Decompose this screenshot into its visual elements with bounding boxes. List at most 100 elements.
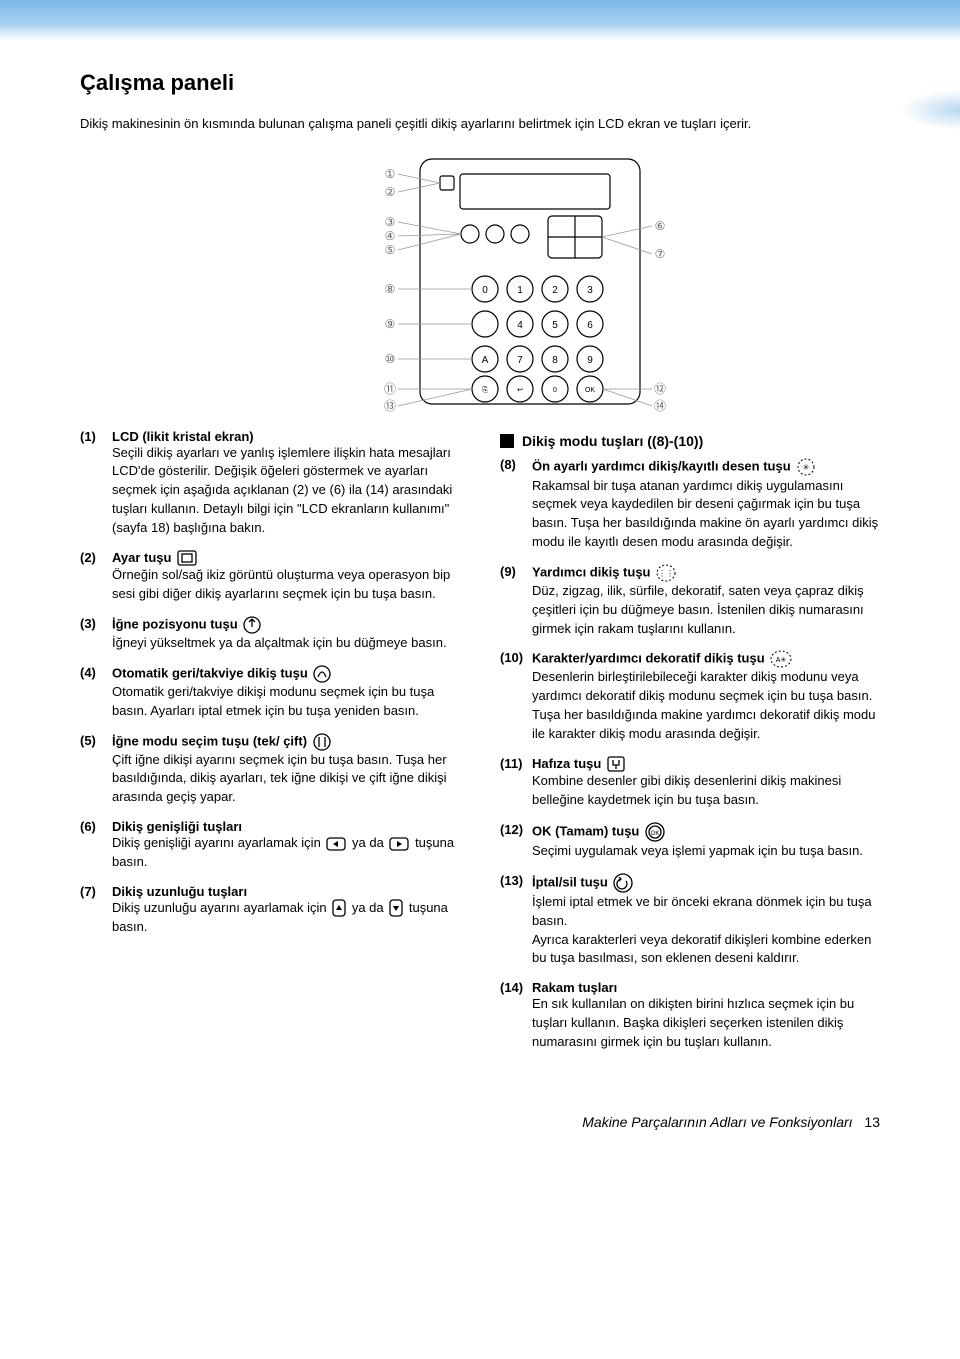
svg-text:⋮⋮: ⋮⋮ [658, 569, 674, 578]
entry-label-wrap: İğne pozisyonu tuşu [112, 616, 263, 634]
left-column: (1) LCD (likit kristal ekran)Seçili dikiş… [80, 429, 460, 1064]
svg-text:⎘: ⎘ [482, 386, 488, 394]
definition-entry: (6)Dikiş genişliği tuşlarıDikiş genişliğ… [80, 819, 460, 872]
entry-heading: (7) Dikiş uzunluğu tuşları [80, 884, 460, 899]
entry-label-wrap: Dikiş uzunluğu tuşları [112, 884, 247, 899]
definition-entry: (10) Karakter/yardımcı dekoratif dikiş tu… [500, 650, 880, 743]
definition-entry: (8) Ön ayarlı yardımcı dikiş/kayıtlı dese… [500, 457, 880, 552]
entry-number: (11) [500, 756, 526, 771]
svg-text:3: 3 [587, 285, 593, 296]
svg-text:⑧: ⑧ [385, 282, 396, 296]
right-section-header: Dikiş modu tuşları ((8)-(10)) [500, 433, 880, 449]
ok-icon: OK [643, 823, 667, 838]
entry-description: Dikiş uzunluğu ayarını ayarlamak için ya… [112, 899, 460, 937]
entry-label-wrap: İptal/sil tuşu [532, 873, 635, 893]
entry-label-wrap: OK (Tamam) tuşu OK [532, 822, 667, 842]
definition-entry: (11) Hafıza tuşu Kombine desenler gibi di… [500, 756, 880, 810]
entry-heading: (3)İğne pozisyonu tuşu [80, 616, 460, 634]
entry-label: İptal/sil tuşu [532, 874, 608, 889]
definition-entry: (7) Dikiş uzunluğu tuşlarıDikiş uzunluğu … [80, 884, 460, 937]
svg-text:0: 0 [553, 387, 557, 394]
entry-label: OK (Tamam) tuşu [532, 823, 639, 838]
arrow-left-icon [324, 835, 348, 850]
entry-label-wrap: Rakam tuşları [532, 980, 617, 995]
page-footer: Makine Parçalarının Adları ve Fonksiyonl… [0, 1104, 960, 1150]
reinforce-icon [311, 665, 333, 680]
entry-number: (12) [500, 822, 526, 837]
entry-heading: (11) Hafıza tuşu [500, 756, 880, 773]
entry-label-wrap: Yardımcı dikiş tuşu ⋮⋮ [532, 564, 678, 582]
right-column: Dikiş modu tuşları ((8)-(10)) (8) Ön ayarl… [500, 429, 880, 1064]
entry-description: İğneyi yükseltmek ya da alçaltmak için b… [112, 634, 460, 653]
entry-description: Otomatik geri/takviye dikişi modunu seçm… [112, 683, 460, 721]
definition-entry: (12)OK (Tamam) tuşu OKSeçimi uygulamak v… [500, 822, 880, 861]
character-icon: A✳ [768, 651, 794, 666]
entry-number: (14) [500, 980, 526, 995]
entry-number: (8) [500, 457, 526, 472]
definition-entry: (2) Ayar tuşu Örneğin sol/sağ ikiz görünt… [80, 550, 460, 604]
entry-number: (2) [80, 550, 106, 565]
entry-heading: (2) Ayar tuşu [80, 550, 460, 567]
entry-label-wrap: Ön ayarlı yardımcı dikiş/kayıtlı desen t… [532, 457, 818, 477]
entry-description: Örneğin sol/sağ ikiz görüntü oluşturma v… [112, 566, 460, 604]
entry-heading: (6)Dikiş genişliği tuşları [80, 819, 460, 834]
panel-diagram: 0123456A789⎘↩0OK①②③④⑤⑧⑨⑩⑪⑬⑥⑦⑫⑭ [280, 154, 680, 414]
entry-description: Seçili dikiş ayarları ve yanlış işlemler… [112, 444, 460, 538]
entry-heading: (8) Ön ayarlı yardımcı dikiş/kayıtlı dese… [500, 457, 880, 477]
svg-text:A: A [482, 355, 489, 366]
entry-label: Dikiş genişliği tuşları [112, 819, 242, 834]
entry-label-wrap: Dikiş genişliği tuşları [112, 819, 242, 834]
entry-number: (5) [80, 733, 106, 748]
page-title: Çalışma paneli [80, 70, 880, 96]
entry-label: İğne pozisyonu tuşu [112, 616, 238, 631]
intro-text: Dikiş makinesinin ön kısmında bulunan ça… [80, 114, 880, 134]
svg-text:⑬: ⑬ [384, 399, 396, 413]
entry-label-wrap: Ayar tuşu [112, 550, 199, 567]
svg-text:⑭: ⑭ [654, 399, 666, 413]
entry-description: En sık kullanılan on dikişten birini hız… [532, 995, 880, 1052]
svg-text:⑤: ⑤ [385, 243, 396, 257]
settings-rect-icon [175, 550, 199, 565]
definition-entry: (14) Rakam tuşlarıEn sık kullanılan on di… [500, 980, 880, 1052]
page-number: 13 [864, 1114, 880, 1130]
entry-number: (1) [80, 429, 106, 444]
svg-text:2: 2 [552, 285, 558, 296]
entry-label-wrap: Karakter/yardımcı dekoratif dikiş tuşu A… [532, 650, 794, 668]
svg-text:①: ① [385, 167, 396, 181]
svg-text:↩: ↩ [517, 387, 523, 394]
definition-entry: (9)Yardımcı dikiş tuşu ⋮⋮Düz, zigzag, il… [500, 564, 880, 639]
svg-text:⑦: ⑦ [655, 247, 666, 261]
svg-text:8: 8 [552, 355, 558, 366]
preset-icon: ✳ [794, 458, 818, 473]
svg-text:OK: OK [651, 831, 660, 837]
entry-number: (13) [500, 873, 526, 888]
entry-label: İğne modu seçim tuşu (tek/ çift) [112, 733, 307, 748]
svg-text:1: 1 [517, 285, 523, 296]
svg-text:✳: ✳ [803, 463, 810, 472]
entry-label: Ön ayarlı yardımcı dikiş/kayıtlı desen t… [532, 458, 791, 473]
footer-text: Makine Parçalarının Adları ve Fonksiyonl… [582, 1114, 852, 1130]
definition-entry: (13)İptal/sil tuşu İşlemi iptal etmek ve… [500, 873, 880, 968]
entry-description: Kombine desenler gibi dikiş desenlerini … [532, 772, 880, 810]
entry-label: Karakter/yardımcı dekoratif dikiş tuşu [532, 651, 765, 666]
svg-text:7: 7 [517, 355, 523, 366]
entry-label: Dikiş uzunluğu tuşları [112, 884, 247, 899]
arrow-down-icon [387, 900, 405, 915]
svg-text:②: ② [385, 185, 396, 199]
definition-columns: (1) LCD (likit kristal ekran)Seçili dikiş… [80, 429, 880, 1064]
svg-text:6: 6 [587, 320, 593, 331]
entry-label-wrap: Otomatik geri/takviye dikiş tuşu [112, 665, 333, 683]
entry-heading: (13) İptal/sil tuşu [500, 873, 880, 893]
section-square-icon [500, 434, 514, 448]
entry-label: Hafıza tuşu [532, 756, 601, 771]
entry-label: Ayar tuşu [112, 550, 171, 565]
arrow-right-icon [387, 835, 411, 850]
entry-heading: (1) LCD (likit kristal ekran) [80, 429, 460, 444]
entry-number: (10) [500, 650, 526, 665]
entry-label-wrap: LCD (likit kristal ekran) [112, 429, 254, 444]
entry-number: (7) [80, 884, 106, 899]
entry-description: Dikiş genişliği ayarını ayarlamak için y… [112, 834, 460, 872]
entry-description: Desenlerin birleştirilebileceği karakter… [532, 668, 880, 743]
svg-text:⑩: ⑩ [385, 352, 396, 366]
entry-label-wrap: Hafıza tuşu [532, 756, 627, 773]
